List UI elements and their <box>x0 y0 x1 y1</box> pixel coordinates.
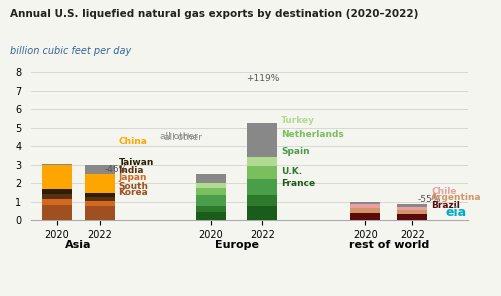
Text: Turkey: Turkey <box>281 116 315 125</box>
Bar <box>196 174 226 183</box>
Bar <box>42 199 72 205</box>
Text: Chile: Chile <box>431 187 457 196</box>
Text: all other: all other <box>159 132 197 141</box>
Text: -55%: -55% <box>417 195 441 204</box>
Text: billion cubic feet per day: billion cubic feet per day <box>10 46 131 56</box>
Text: Japan: Japan <box>118 173 147 182</box>
Bar <box>247 195 278 205</box>
Bar <box>350 208 380 213</box>
Bar <box>196 207 226 212</box>
Bar <box>196 188 226 195</box>
Bar <box>85 165 115 174</box>
Bar <box>247 205 278 220</box>
Bar <box>42 194 72 199</box>
Bar <box>350 213 380 220</box>
Bar <box>85 197 115 201</box>
Text: Asia: Asia <box>65 240 91 250</box>
Bar <box>196 212 226 220</box>
Text: Argentina: Argentina <box>431 193 482 202</box>
Bar <box>85 207 115 220</box>
Bar <box>85 174 115 193</box>
Text: Netherlands: Netherlands <box>281 130 344 139</box>
Text: Europe: Europe <box>215 240 259 250</box>
Text: U.K.: U.K. <box>281 167 303 176</box>
Text: rest of world: rest of world <box>349 240 429 250</box>
Bar <box>42 165 72 189</box>
Text: France: France <box>281 179 316 188</box>
Text: Korea: Korea <box>118 188 148 197</box>
Bar <box>350 204 380 208</box>
Text: Taiwan: Taiwan <box>118 158 154 168</box>
Bar <box>397 214 427 220</box>
Text: Spain: Spain <box>281 147 310 156</box>
Text: Annual U.S. liquefied natural gas exports by destination (2020–2022): Annual U.S. liquefied natural gas export… <box>10 9 418 19</box>
Bar <box>350 202 380 204</box>
Bar <box>397 210 427 214</box>
Bar <box>397 207 427 210</box>
Text: -46%: -46% <box>105 165 128 174</box>
Text: Brazil: Brazil <box>431 201 460 210</box>
Bar <box>85 193 115 197</box>
Bar <box>196 183 226 188</box>
Bar <box>42 189 72 194</box>
Bar <box>247 166 278 179</box>
Text: eia: eia <box>445 206 466 219</box>
Text: +119%: +119% <box>245 74 279 83</box>
Bar <box>42 164 72 165</box>
Bar <box>247 157 278 166</box>
Bar <box>247 179 278 195</box>
Bar <box>247 123 278 157</box>
Text: all other: all other <box>164 133 202 141</box>
Text: South: South <box>118 182 148 191</box>
Bar <box>85 201 115 207</box>
Bar <box>397 204 427 207</box>
Bar <box>42 205 72 220</box>
Text: India: India <box>118 165 144 175</box>
Text: China: China <box>118 137 147 146</box>
Bar <box>196 195 226 207</box>
